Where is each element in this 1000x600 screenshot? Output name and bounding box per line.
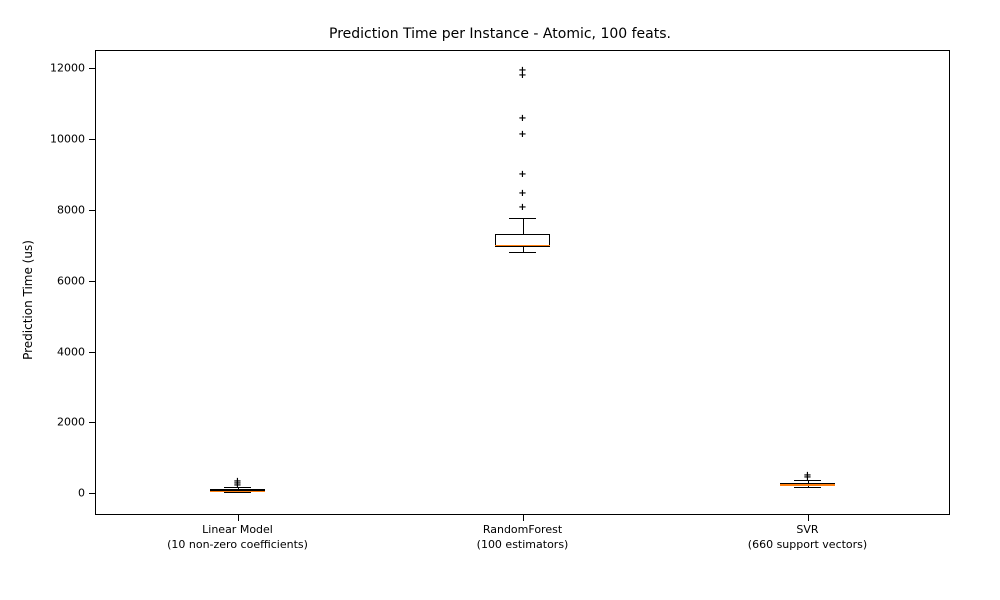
- ytick-label: 8000: [0, 203, 85, 216]
- ytick-mark: [89, 281, 95, 282]
- ytick-mark: [89, 68, 95, 69]
- whisker-cap: [224, 487, 251, 488]
- ytick-label: 4000: [0, 345, 85, 358]
- ytick-label: 0: [0, 487, 85, 500]
- xtick-mark: [238, 515, 239, 521]
- xtick-mark: [523, 515, 524, 521]
- whisker-cap: [509, 252, 536, 253]
- xtick-label: Linear Model (10 non-zero coefficients): [167, 523, 308, 553]
- whisker: [523, 218, 524, 234]
- ytick-label: 6000: [0, 274, 85, 287]
- ytick-mark: [89, 422, 95, 423]
- ytick-label: 2000: [0, 416, 85, 429]
- ytick-mark: [89, 139, 95, 140]
- xtick-label: RandomForest (100 estimators): [477, 523, 569, 553]
- plot-area: [95, 50, 950, 515]
- ytick-label: 10000: [0, 133, 85, 146]
- y-axis-label: Prediction Time (us): [21, 240, 35, 360]
- median-line: [780, 484, 834, 486]
- whisker-cap: [794, 480, 821, 481]
- ytick-mark: [89, 352, 95, 353]
- whisker-cap: [794, 487, 821, 488]
- median-line: [210, 491, 264, 493]
- ytick-label: 12000: [0, 62, 85, 75]
- ytick-mark: [89, 210, 95, 211]
- xtick-mark: [808, 515, 809, 521]
- whisker-cap: [509, 218, 536, 219]
- chart-title: Prediction Time per Instance - Atomic, 1…: [0, 26, 1000, 42]
- figure: Prediction Time per Instance - Atomic, 1…: [0, 0, 1000, 600]
- median-line: [495, 245, 549, 247]
- xtick-label: SVR (660 support vectors): [748, 523, 867, 553]
- ytick-mark: [89, 493, 95, 494]
